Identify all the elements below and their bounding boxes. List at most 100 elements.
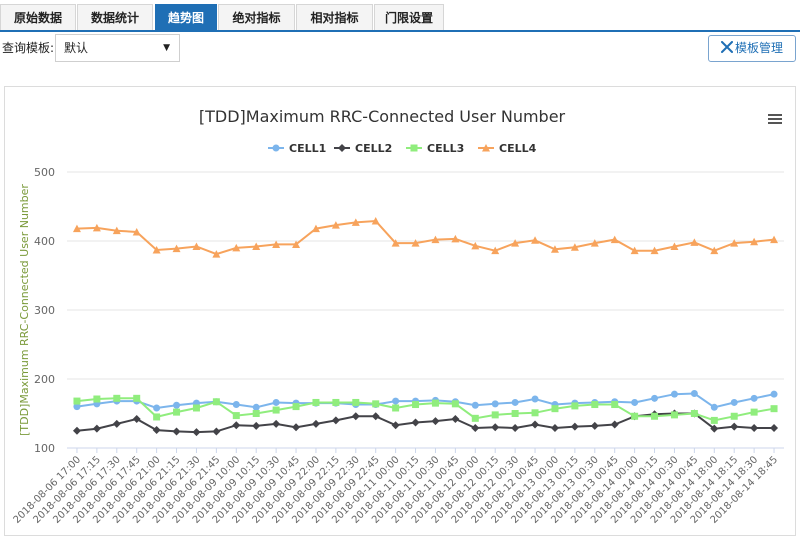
data-point[interactable] [212,427,221,436]
data-point[interactable] [551,405,559,413]
data-point[interactable] [172,244,181,253]
data-point[interactable] [272,406,280,414]
data-point[interactable] [511,423,520,432]
data-point[interactable] [651,412,659,420]
data-point[interactable] [750,394,758,402]
data-point[interactable] [272,398,280,406]
data-point[interactable] [173,408,181,416]
data-point[interactable] [590,239,599,247]
data-point[interactable] [132,228,141,236]
data-point[interactable] [192,404,200,412]
data-point[interactable] [391,421,400,430]
data-point[interactable] [570,243,579,251]
data-point[interactable] [252,242,261,251]
data-point[interactable] [311,224,320,233]
data-point[interactable] [173,401,181,409]
query-template-select[interactable]: 默认 ▼ [55,34,180,62]
data-point[interactable] [172,427,181,436]
data-point[interactable] [591,401,599,409]
data-point[interactable] [371,412,380,421]
data-point[interactable] [252,421,261,430]
data-point[interactable] [631,398,639,406]
data-point[interactable] [212,398,220,406]
data-point[interactable] [491,423,500,432]
data-point[interactable] [412,401,420,409]
data-point[interactable] [252,410,260,417]
data-point[interactable] [152,245,161,254]
data-point[interactable] [133,394,141,402]
data-point[interactable] [292,423,301,432]
data-point[interactable] [272,419,281,428]
data-point[interactable] [650,246,659,255]
data-point[interactable] [232,243,241,252]
data-point[interactable] [491,246,500,255]
data-point[interactable] [651,394,659,402]
data-point[interactable] [292,403,300,411]
data-point[interactable] [112,226,121,235]
tab-relative-kpi[interactable]: 相对指标 [296,4,373,30]
data-point[interactable] [511,410,519,417]
data-point[interactable] [153,404,161,412]
chart-menu-icon[interactable] [768,112,782,126]
data-point[interactable] [73,397,81,405]
data-point[interactable] [690,410,698,417]
data-point[interactable] [431,417,440,426]
data-point[interactable] [451,415,460,424]
data-point[interactable] [550,423,559,432]
data-point[interactable] [311,419,320,428]
data-point[interactable] [531,409,539,417]
data-point[interactable] [92,223,101,232]
data-point[interactable] [531,420,540,429]
data-point[interactable] [292,240,301,248]
data-point[interactable] [232,421,241,430]
data-point[interactable] [670,411,678,419]
data-point[interactable] [72,224,81,233]
data-point[interactable] [152,426,161,435]
data-point[interactable] [153,413,161,421]
data-point[interactable] [73,403,81,411]
data-point[interactable] [531,236,540,244]
data-point[interactable] [113,394,121,402]
data-point[interactable] [72,426,81,435]
legend-item-cell2[interactable]: CELL2 [334,142,392,155]
data-point[interactable] [511,398,519,406]
data-point[interactable] [690,389,698,397]
data-point[interactable] [511,239,520,247]
data-point[interactable] [431,235,440,244]
data-point[interactable] [770,390,778,398]
data-point[interactable] [192,428,201,437]
data-point[interactable] [571,402,579,410]
data-point[interactable] [491,411,499,419]
data-point[interactable] [471,423,480,432]
data-point[interactable] [550,245,559,253]
data-point[interactable] [372,400,380,408]
data-point[interactable] [351,218,360,226]
data-point[interactable] [471,401,479,409]
data-point[interactable] [391,239,400,247]
data-point[interactable] [471,241,480,250]
data-point[interactable] [611,401,619,409]
data-point[interactable] [331,416,340,425]
data-point[interactable] [252,403,260,411]
data-point[interactable] [730,412,738,420]
data-point[interactable] [631,412,639,420]
data-point[interactable] [132,415,141,424]
data-point[interactable] [531,395,539,403]
data-point[interactable] [730,239,739,247]
legend[interactable]: CELL1 CELL2 CELL3 CELL4 [268,142,537,155]
data-point[interactable] [770,235,779,244]
data-point[interactable] [750,237,759,246]
tab-absolute-kpi[interactable]: 绝对指标 [218,4,295,30]
data-point[interactable] [312,398,320,406]
data-point[interactable] [710,403,718,411]
data-point[interactable] [93,395,101,403]
data-point[interactable] [451,234,460,243]
legend-item-cell3[interactable]: CELL3 [406,142,464,155]
legend-item-cell4[interactable]: CELL4 [478,142,537,155]
legend-item-cell1[interactable]: CELL1 [268,142,326,155]
data-point[interactable] [272,240,281,248]
template-manage-button[interactable]: 模板管理 [708,35,796,62]
data-point[interactable] [112,419,121,428]
data-point[interactable] [770,405,778,413]
data-point[interactable] [192,242,201,251]
